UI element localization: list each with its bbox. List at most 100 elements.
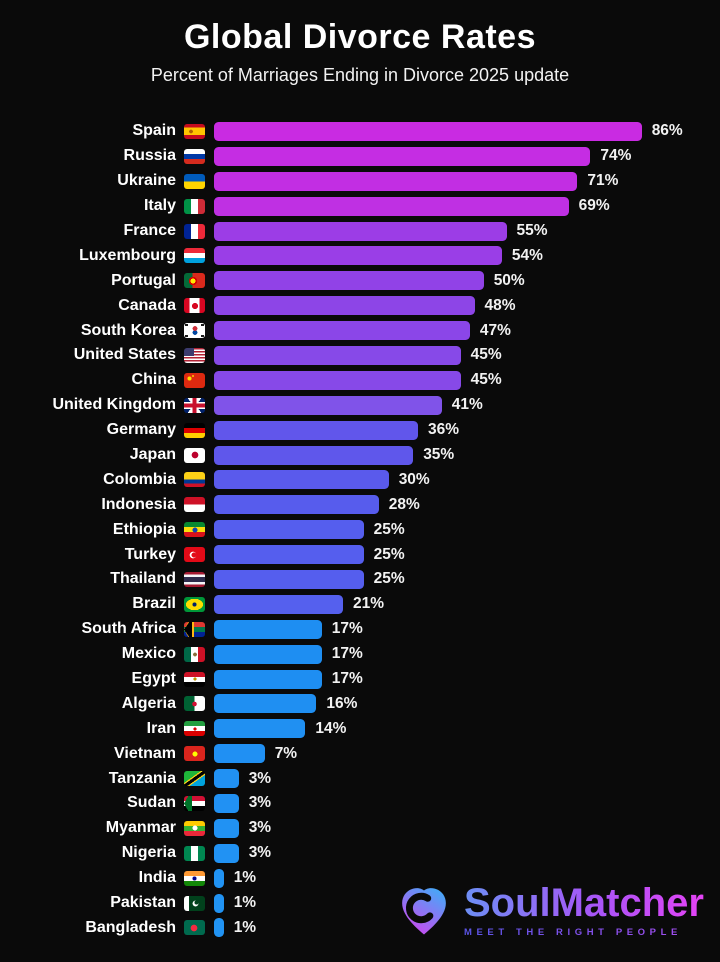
country-row: Vietnam 7% — [0, 741, 720, 766]
country-row: Indonesia 28% — [0, 492, 720, 517]
country-label: Egypt — [131, 670, 176, 688]
divorce-rate-bar — [214, 569, 364, 589]
flag-icon-colombia — [184, 472, 205, 488]
country-label: Japan — [129, 446, 176, 464]
country-label: Colombia — [103, 470, 176, 488]
country-row: Algeria 16% — [0, 691, 720, 716]
bar-track: 47% — [214, 321, 720, 341]
rate-value-label: 3% — [248, 794, 272, 812]
bar-track: 17% — [214, 644, 720, 664]
country-row: Ukraine 71% — [0, 169, 720, 194]
divorce-rate-bar — [214, 420, 418, 440]
country-label: Italy — [143, 197, 176, 215]
divorce-rate-bar — [214, 545, 364, 565]
rate-value-label: 41% — [451, 396, 483, 414]
flag-icon-thailand — [184, 571, 205, 587]
bar-track: 71% — [214, 171, 720, 191]
country-label: Nigeria — [121, 844, 176, 862]
flag-icon-sudan — [184, 795, 205, 811]
divorce-rate-bar — [214, 594, 343, 614]
country-row: United States 45% — [0, 343, 720, 368]
flag-icon-south-korea — [184, 323, 205, 339]
flag-icon-vietnam — [184, 746, 205, 762]
flag-icon-algeria — [184, 696, 205, 712]
divorce-rate-bar — [214, 868, 224, 888]
flag-icon-turkey — [184, 547, 205, 563]
divorce-rate-bar — [214, 644, 322, 664]
flag-icon-pakistan — [184, 895, 205, 911]
bar-track: 3% — [214, 843, 720, 863]
country-row: France 55% — [0, 219, 720, 244]
country-row: Egypt 17% — [0, 667, 720, 692]
country-label: United States — [73, 346, 176, 364]
divorce-rate-bar — [214, 843, 239, 863]
flag-icon-united-kingdom — [184, 397, 205, 413]
brand-tagline: MEET THE RIGHT PEOPLE — [464, 927, 704, 938]
divorce-rate-bar — [214, 271, 484, 291]
country-row: Japan 35% — [0, 443, 720, 468]
country-label: Myanmar — [105, 819, 176, 837]
bar-track: 3% — [214, 818, 720, 838]
page-subtitle: Percent of Marriages Ending in Divorce 2… — [150, 65, 570, 85]
country-label: Sudan — [127, 794, 176, 812]
flag-icon-spain — [184, 123, 205, 139]
flag-icon-ukraine — [184, 173, 205, 189]
country-row: Nigeria 3% — [0, 841, 720, 866]
rate-value-label: 1% — [233, 869, 257, 887]
flag-icon-canada — [184, 298, 205, 314]
divorce-rate-bar — [214, 345, 461, 365]
divorce-rate-bar — [214, 520, 364, 540]
rate-value-label: 3% — [248, 819, 272, 837]
bar-track: 25% — [214, 569, 720, 589]
divorce-rate-bar — [214, 719, 306, 739]
flag-icon-tanzania — [184, 771, 205, 787]
divorce-rate-bar — [214, 445, 414, 465]
rate-value-label: 54% — [511, 246, 543, 264]
rate-value-label: 25% — [373, 570, 405, 588]
bar-track: 17% — [214, 619, 720, 639]
country-row: Myanmar 3% — [0, 816, 720, 841]
chart-rows: Spain 86% Russia 74% Ukraine 71% Italy 69% Franc… — [0, 119, 720, 940]
country-label: South Africa — [81, 620, 176, 638]
page-title: Global Divorce Rates — [183, 18, 536, 56]
country-label: Russia — [123, 147, 176, 165]
flag-icon-nigeria — [184, 845, 205, 861]
country-label: China — [131, 371, 176, 389]
country-row: Thailand 25% — [0, 567, 720, 592]
divorce-rate-bar — [214, 221, 507, 241]
country-label: United Kingdom — [52, 396, 176, 414]
flag-icon-mexico — [184, 646, 205, 662]
divorce-rate-bar — [214, 818, 239, 838]
flag-icon-iran — [184, 721, 205, 737]
country-row: United Kingdom 41% — [0, 393, 720, 418]
bar-track: 50% — [214, 271, 720, 291]
bar-track: 36% — [214, 420, 720, 440]
country-row: Iran 14% — [0, 716, 720, 741]
rate-value-label: 30% — [398, 470, 430, 488]
country-row: India 1% — [0, 866, 720, 891]
country-row: Brazil 21% — [0, 592, 720, 617]
country-row: South Africa 17% — [0, 617, 720, 642]
rate-value-label: 45% — [470, 371, 502, 389]
country-row: Mexico 17% — [0, 642, 720, 667]
flag-icon-brazil — [184, 596, 205, 612]
bar-track: 45% — [214, 370, 720, 390]
divorce-rate-bar — [214, 321, 470, 341]
divorce-rate-bar — [214, 395, 442, 415]
divorce-rate-bar — [214, 893, 224, 913]
bar-track: 25% — [214, 545, 720, 565]
bar-track: 17% — [214, 669, 720, 689]
country-label: Algeria — [121, 694, 176, 712]
divorce-rate-bar — [214, 370, 461, 390]
country-row: Colombia 30% — [0, 467, 720, 492]
flag-icon-germany — [184, 422, 205, 438]
divorce-rate-bar — [214, 246, 502, 266]
country-row: Russia 74% — [0, 144, 720, 169]
brand-text-block: SoulMatcher MEET THE RIGHT PEOPLE — [464, 883, 704, 938]
country-label: Portugal — [111, 271, 176, 289]
bar-track: 16% — [214, 694, 720, 714]
rate-value-label: 25% — [373, 520, 405, 538]
country-row: Spain 86% — [0, 119, 720, 144]
country-label: Tanzania — [108, 769, 176, 787]
